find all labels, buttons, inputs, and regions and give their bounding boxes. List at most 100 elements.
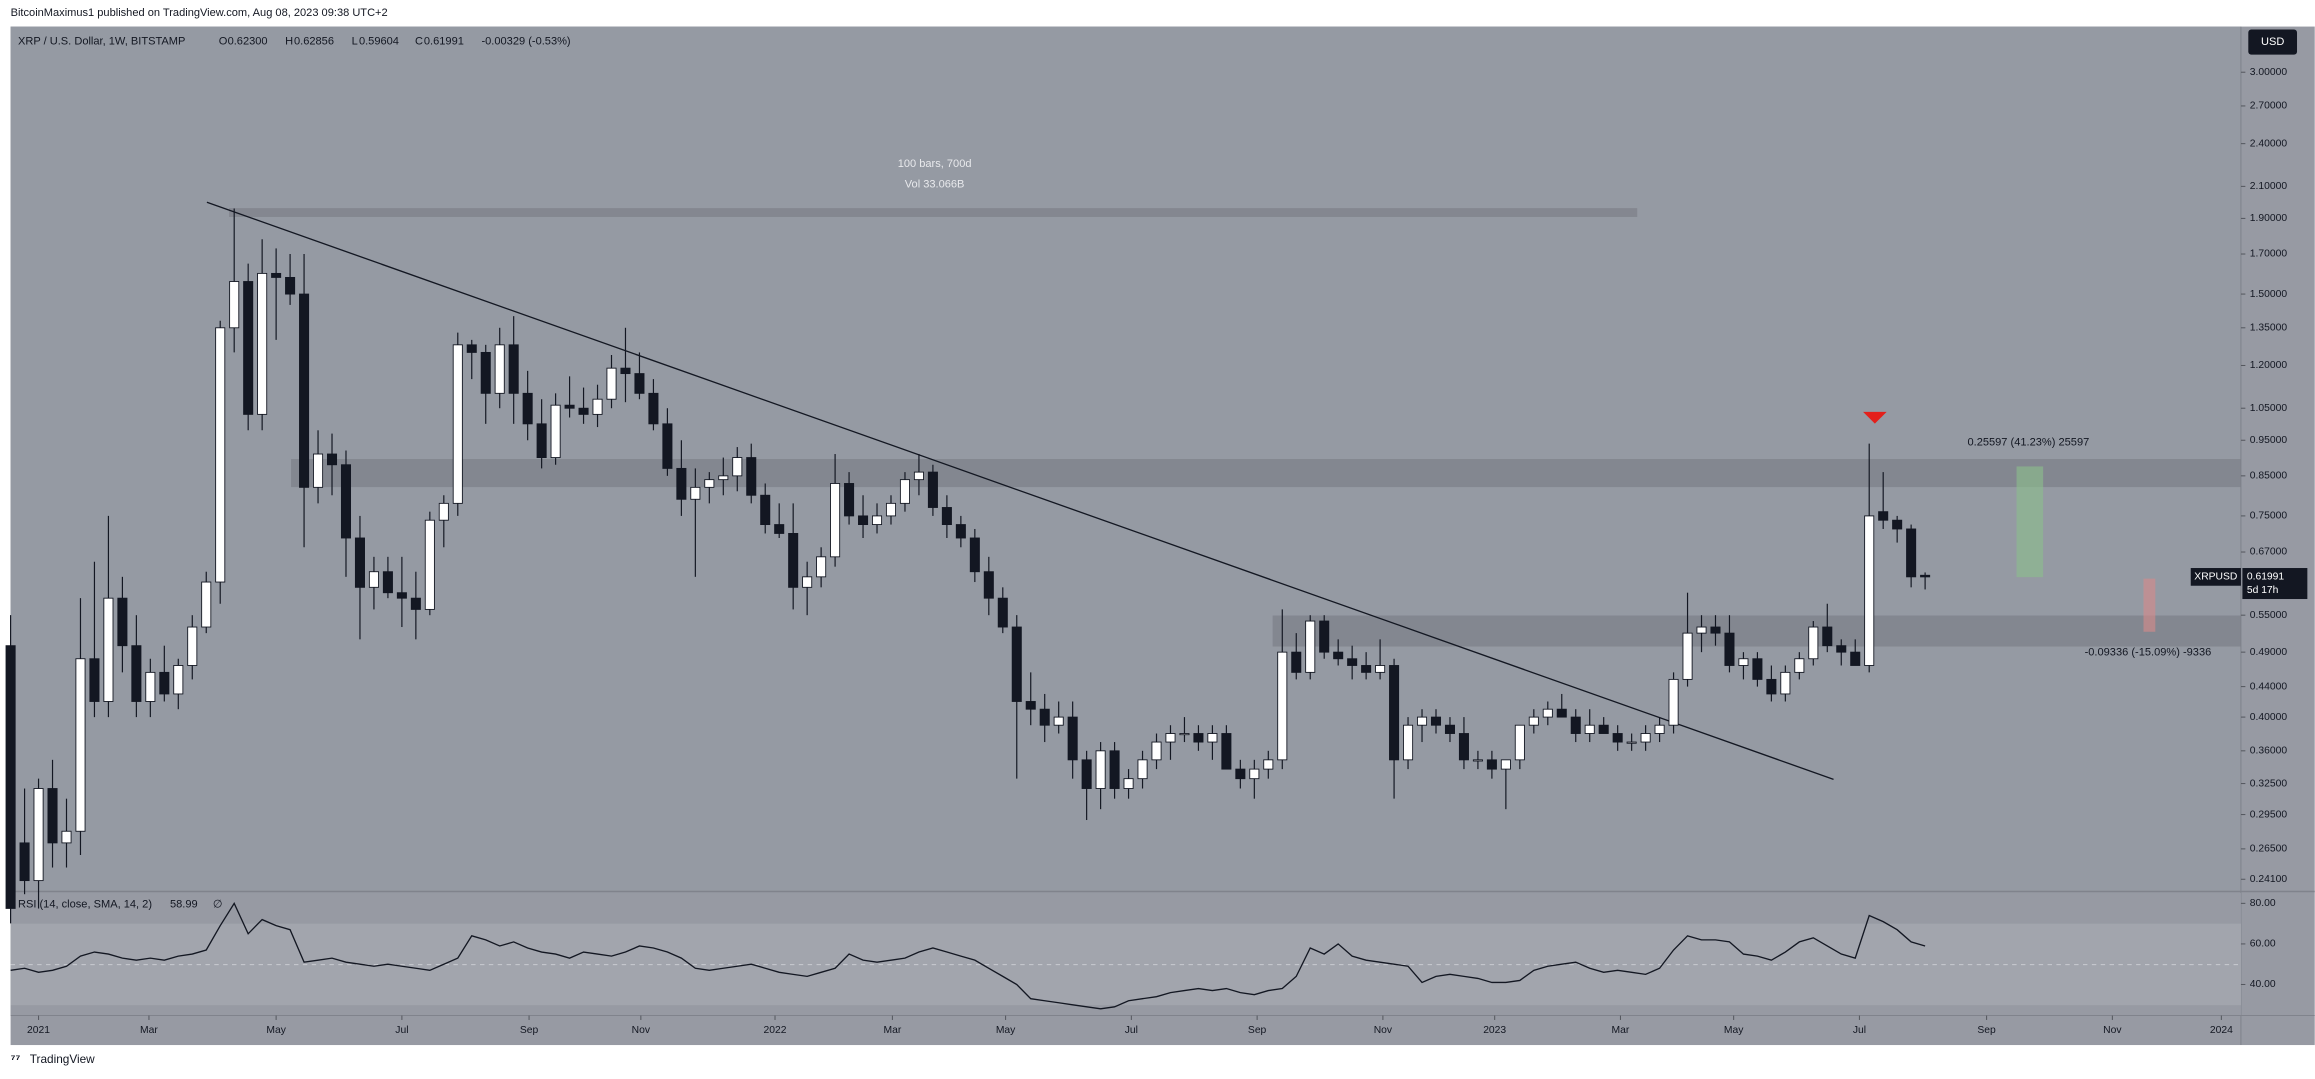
- y-tick-label: 60.00: [2250, 939, 2276, 950]
- candle-body: [774, 524, 785, 534]
- candle-body: [1612, 733, 1623, 743]
- candle-body: [941, 507, 952, 526]
- y-tick-label: 2.10000: [2250, 181, 2288, 192]
- y-tick-label: 0.40000: [2250, 712, 2288, 723]
- candle-body: [1906, 528, 1917, 578]
- candle-body: [424, 519, 435, 610]
- candle-body: [802, 576, 813, 588]
- candle-body: [47, 788, 58, 844]
- candle-body: [1151, 741, 1162, 761]
- rsi-title: RSI (14, close, SMA, 14, 2): [18, 899, 152, 911]
- candle-body: [257, 272, 268, 415]
- candle-body: [299, 293, 310, 488]
- range-label: 100 bars, 700d: [898, 158, 972, 170]
- candle-body: [1696, 626, 1707, 634]
- candle-body: [494, 344, 505, 394]
- candle-body: [1249, 768, 1260, 780]
- loss-box: [2143, 578, 2156, 632]
- range-bar: [229, 208, 1638, 217]
- legend-key: C: [415, 35, 423, 47]
- candle-body: [1277, 651, 1288, 761]
- y-tick-label: 0.26500: [2250, 844, 2288, 855]
- y-tick-label: 1.20000: [2250, 360, 2288, 371]
- candle-body: [1654, 724, 1665, 734]
- candle-body: [1011, 626, 1022, 702]
- x-tick-label: Mar: [883, 1025, 901, 1036]
- y-tick-label: 3.00000: [2250, 67, 2288, 78]
- x-tick-label: Nov: [632, 1025, 651, 1036]
- candle-body: [1347, 658, 1358, 666]
- candle-body: [1053, 716, 1064, 726]
- legend-change: -0.00329 (-0.53%): [481, 35, 570, 47]
- candle-body: [508, 344, 519, 394]
- trendline: [206, 201, 1834, 780]
- candle-body: [1417, 716, 1428, 726]
- candle-body: [1920, 574, 1931, 578]
- candle-body: [1514, 724, 1525, 761]
- candle-body: [5, 645, 16, 909]
- support-zone: [1272, 615, 2241, 647]
- candle-body: [1025, 701, 1036, 710]
- y-tick-label: 0.95000: [2250, 435, 2288, 446]
- gain-label: 0.25597 (41.23%) 25597: [1967, 437, 2089, 449]
- candle-body: [1067, 716, 1078, 761]
- candle-body: [913, 471, 924, 481]
- chart-title: XRP / U.S. Dollar, 1W, BITSTAMP: [18, 35, 185, 47]
- currency-label[interactable]: USD: [2261, 36, 2284, 48]
- legend-value: 0.62856: [294, 35, 334, 47]
- x-tick-label: Mar: [140, 1025, 158, 1036]
- candle-body: [187, 626, 198, 666]
- candle-body: [1808, 626, 1819, 660]
- y-tick-label: 0.24100: [2250, 874, 2288, 885]
- price-pane: [10, 26, 2241, 891]
- y-tick-label: 0.85000: [2250, 471, 2288, 482]
- symbol-tag: [2190, 568, 2241, 586]
- candle-body: [732, 457, 743, 477]
- candle-body: [676, 467, 687, 500]
- candle-body: [1682, 632, 1693, 680]
- candle-body: [1235, 768, 1246, 780]
- candle-body: [1584, 724, 1595, 734]
- candle-body: [89, 658, 100, 702]
- candle-body: [285, 276, 296, 295]
- candle-body: [648, 392, 659, 425]
- candle-body: [1822, 626, 1833, 647]
- x-tick-label: Sep: [1248, 1025, 1267, 1036]
- footer-logo: ⁷⁷: [11, 1052, 21, 1066]
- candle-body: [955, 524, 966, 539]
- x-tick-label: Nov: [2103, 1025, 2122, 1036]
- x-tick-label: Jul: [1125, 1025, 1138, 1036]
- footer-brand: TradingView: [30, 1052, 95, 1066]
- candle-body: [1430, 716, 1442, 726]
- candle-body: [466, 344, 477, 353]
- candle-body: [1263, 759, 1274, 770]
- rsi-line: [10, 901, 1926, 1010]
- y-tick-label: 0.49000: [2250, 647, 2288, 658]
- candle-body: [578, 407, 589, 415]
- candle-body: [816, 556, 827, 578]
- candle-body: [1556, 708, 1567, 718]
- candle-body: [410, 597, 421, 610]
- candle-body: [145, 671, 156, 702]
- x-tick-label: Sep: [520, 1025, 539, 1036]
- x-tick-label: 2022: [764, 1025, 787, 1036]
- legend-value: 0.62300: [228, 35, 268, 47]
- candle-body: [1333, 651, 1344, 660]
- candle-body: [844, 483, 855, 517]
- candle-body: [326, 453, 338, 466]
- countdown-label: 5d 17h: [2247, 585, 2279, 596]
- currency-button[interactable]: [2248, 29, 2298, 55]
- candle-body: [1193, 733, 1204, 743]
- candle-body: [271, 272, 282, 278]
- y-tick-label: 0.29500: [2250, 809, 2288, 820]
- y-tick-label: 80.00: [2250, 898, 2276, 909]
- candle-body: [368, 571, 379, 588]
- candle-body: [1123, 778, 1134, 789]
- candle-body: [1137, 759, 1148, 780]
- candle-body: [1403, 724, 1414, 761]
- candle-body: [340, 464, 352, 539]
- candle-body: [969, 537, 980, 573]
- legend-key: O: [219, 35, 228, 47]
- top-marker: [1863, 411, 1887, 424]
